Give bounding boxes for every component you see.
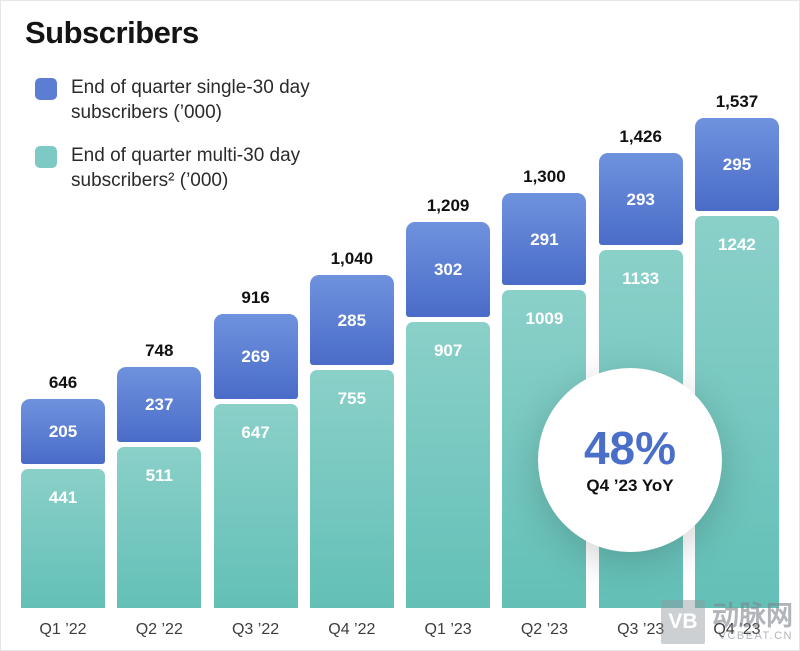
bar-total-label: 1,040 [330, 249, 374, 268]
bar-value-single: 295 [722, 155, 752, 174]
bar-total-label: 646 [48, 373, 78, 392]
watermark: VB 动脉网 VCBEAT.CN [661, 600, 793, 644]
bar-segment-multi: 907 [406, 322, 491, 608]
bar-segment-multi: 1242 [694, 216, 779, 608]
bar-value-multi: 907 [433, 341, 463, 360]
bar-value-single: 237 [145, 395, 174, 414]
bar-group: 916 269 647 Q3 ’22 [213, 288, 298, 638]
legend-label-single: End of quarter single-30 day subscribers… [71, 77, 310, 124]
bar-segment-single: 237 [117, 367, 202, 442]
bar-value-multi: 755 [337, 389, 367, 408]
bar-segment-single: 269 [213, 314, 298, 399]
bar-total-label: 1,209 [426, 196, 470, 215]
bar-total-label: 1,300 [523, 167, 566, 186]
bar-chart: 646 205 441 Q1 ’22 748 237 511 Q2 ’22 916 269 647 Q… [21, 93, 779, 638]
bar-value-multi: 1133 [622, 269, 660, 288]
legend-swatch-multi-icon [35, 146, 57, 169]
bar-value-multi: 441 [48, 488, 78, 507]
bar-segment-single: 205 [21, 399, 105, 464]
yoy-badge: 48% Q4 ’23 YoY [538, 368, 722, 552]
bar-total-label: 916 [241, 288, 270, 307]
bar-segment-multi: 755 [309, 370, 394, 608]
legend-label-multi: End of quarter multi-30 day subscribers²… [71, 145, 301, 192]
watermark-text: 动脉网 VCBEAT.CN [712, 600, 793, 643]
bar-value-single: 302 [433, 260, 463, 279]
bar-segment-multi: 441 [21, 469, 105, 608]
legend-item-multi: End of quarter multi-30 day subscribers²… [35, 143, 383, 193]
x-axis-label: Q4 ’23 [713, 621, 761, 638]
x-axis-label: Q2 ’22 [135, 621, 183, 638]
watermark-site: VCBEAT.CN [718, 630, 793, 643]
bar-value-single: 205 [48, 422, 78, 441]
page-title: Subscribers [25, 15, 199, 50]
bar-group: 1,209 302 907 Q1 ’23 [406, 196, 491, 638]
x-axis-label: Q2 ’23 [520, 621, 568, 638]
bar-group: 1,040 285 755 Q4 ’22 [309, 249, 394, 638]
bar-total-label: 1,426 [619, 127, 662, 146]
bar-segment-multi: 647 [213, 404, 298, 608]
bar-value-single: 269 [241, 347, 270, 366]
yoy-caption: Q4 ’23 YoY [586, 475, 674, 495]
bar-value-multi: 1242 [718, 235, 756, 254]
watermark-logo-icon: VB [661, 600, 705, 644]
bar-value-multi: 647 [241, 423, 270, 442]
bar-segment-single: 295 [694, 118, 779, 211]
bar-segment-single: 291 [502, 193, 587, 285]
x-axis-label: Q1 ’22 [39, 621, 87, 638]
bar-total-label: 748 [145, 341, 174, 360]
bar-value-single: 285 [337, 310, 367, 330]
legend-swatch-single-icon [35, 78, 57, 100]
yoy-value: 48% [583, 422, 677, 475]
legend-item-single: End of quarter single-30 day subscribers… [35, 75, 383, 125]
bar-segment-multi: 511 [117, 447, 202, 608]
bar-total-label: 1,537 [715, 92, 759, 111]
x-axis-label: Q3 ’22 [231, 621, 280, 638]
bar-group: 748 237 511 Q2 ’22 [117, 341, 202, 638]
bar-segment-single: 302 [406, 222, 491, 317]
x-axis-label: Q3 ’23 [617, 621, 665, 638]
x-axis-label: Q4 ’22 [328, 621, 376, 638]
bar-group: 646 205 441 Q1 ’22 [21, 374, 105, 638]
bar-value-single: 291 [530, 229, 559, 249]
bar-value-multi: 511 [145, 466, 173, 485]
bar-value-multi: 1009 [525, 309, 564, 328]
x-axis-label: Q1 ’23 [424, 621, 472, 638]
legend: End of quarter single-30 day subscribers… [35, 75, 383, 193]
bar-segment-single: 293 [598, 153, 683, 245]
bar-segment-single: 285 [309, 275, 394, 365]
bar-value-single: 293 [626, 189, 655, 209]
bar-group: 1,537 295 1242 Q4 ’23 [694, 92, 779, 638]
watermark-name: 动脉网 [712, 600, 793, 631]
